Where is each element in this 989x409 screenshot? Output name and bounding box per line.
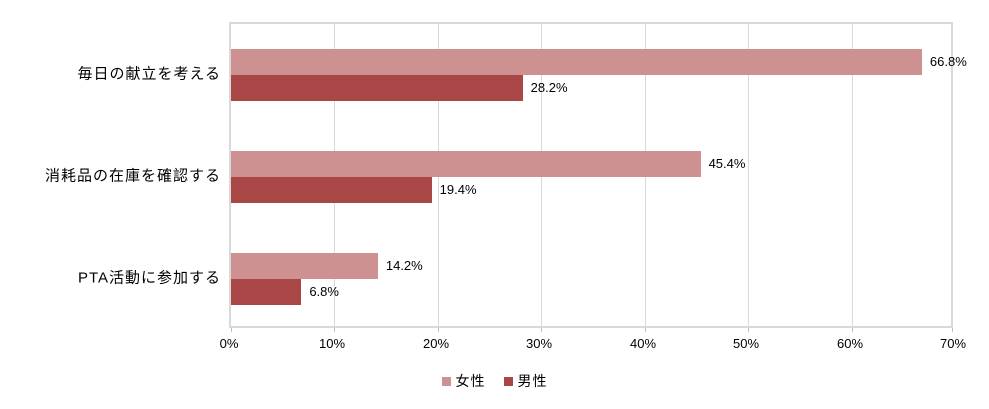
x-tick-label: 50% xyxy=(732,336,760,351)
axis-tick xyxy=(645,328,646,332)
category-label: 消耗品の在庫を確認する xyxy=(44,167,221,185)
axis-tick xyxy=(438,328,439,332)
bar-value-label: 6.8% xyxy=(309,284,339,299)
x-tick-label: 30% xyxy=(525,336,553,351)
bar-value-label: 14.2% xyxy=(385,258,423,273)
legend-label: 男性 xyxy=(517,373,548,389)
category-label: PTA活動に参加する xyxy=(77,269,221,287)
legend-label: 女性 xyxy=(455,373,486,389)
bar-value-label: 45.4% xyxy=(708,156,746,171)
axis-tick xyxy=(231,328,232,332)
x-tick-label: 10% xyxy=(318,336,346,351)
bar-male xyxy=(231,279,302,305)
x-tick-label: 0% xyxy=(219,336,239,351)
bar-female xyxy=(231,253,378,279)
bar-value-label: 19.4% xyxy=(439,182,477,197)
bar-male xyxy=(231,75,523,101)
x-tick-label: 20% xyxy=(422,336,450,351)
bar-male xyxy=(231,177,432,203)
axis-tick xyxy=(541,328,542,332)
bar-female xyxy=(231,151,701,177)
x-tick-label: 70% xyxy=(939,336,967,351)
category-label: 毎日の献立を考える xyxy=(77,65,221,83)
bar-value-label: 28.2% xyxy=(530,80,568,95)
legend: 女性 男性 xyxy=(0,371,989,391)
legend-swatch xyxy=(503,376,513,386)
legend-swatch xyxy=(441,376,451,386)
axis-tick xyxy=(952,328,953,332)
bar-value-label: 66.8% xyxy=(929,54,967,69)
x-tick-label: 60% xyxy=(836,336,864,351)
legend-item: 男性 xyxy=(503,371,548,391)
bar-female xyxy=(231,49,922,75)
plot-area: 66.8% 28.2% 45.4% 19.4% 14.2% 6.8% xyxy=(229,22,967,332)
axis-tick xyxy=(334,328,335,332)
legend-item: 女性 xyxy=(441,371,486,391)
x-tick-label: 40% xyxy=(629,336,657,351)
gridline xyxy=(852,24,853,326)
axis-tick xyxy=(748,328,749,332)
gridline xyxy=(748,24,749,326)
axis-tick xyxy=(852,328,853,332)
